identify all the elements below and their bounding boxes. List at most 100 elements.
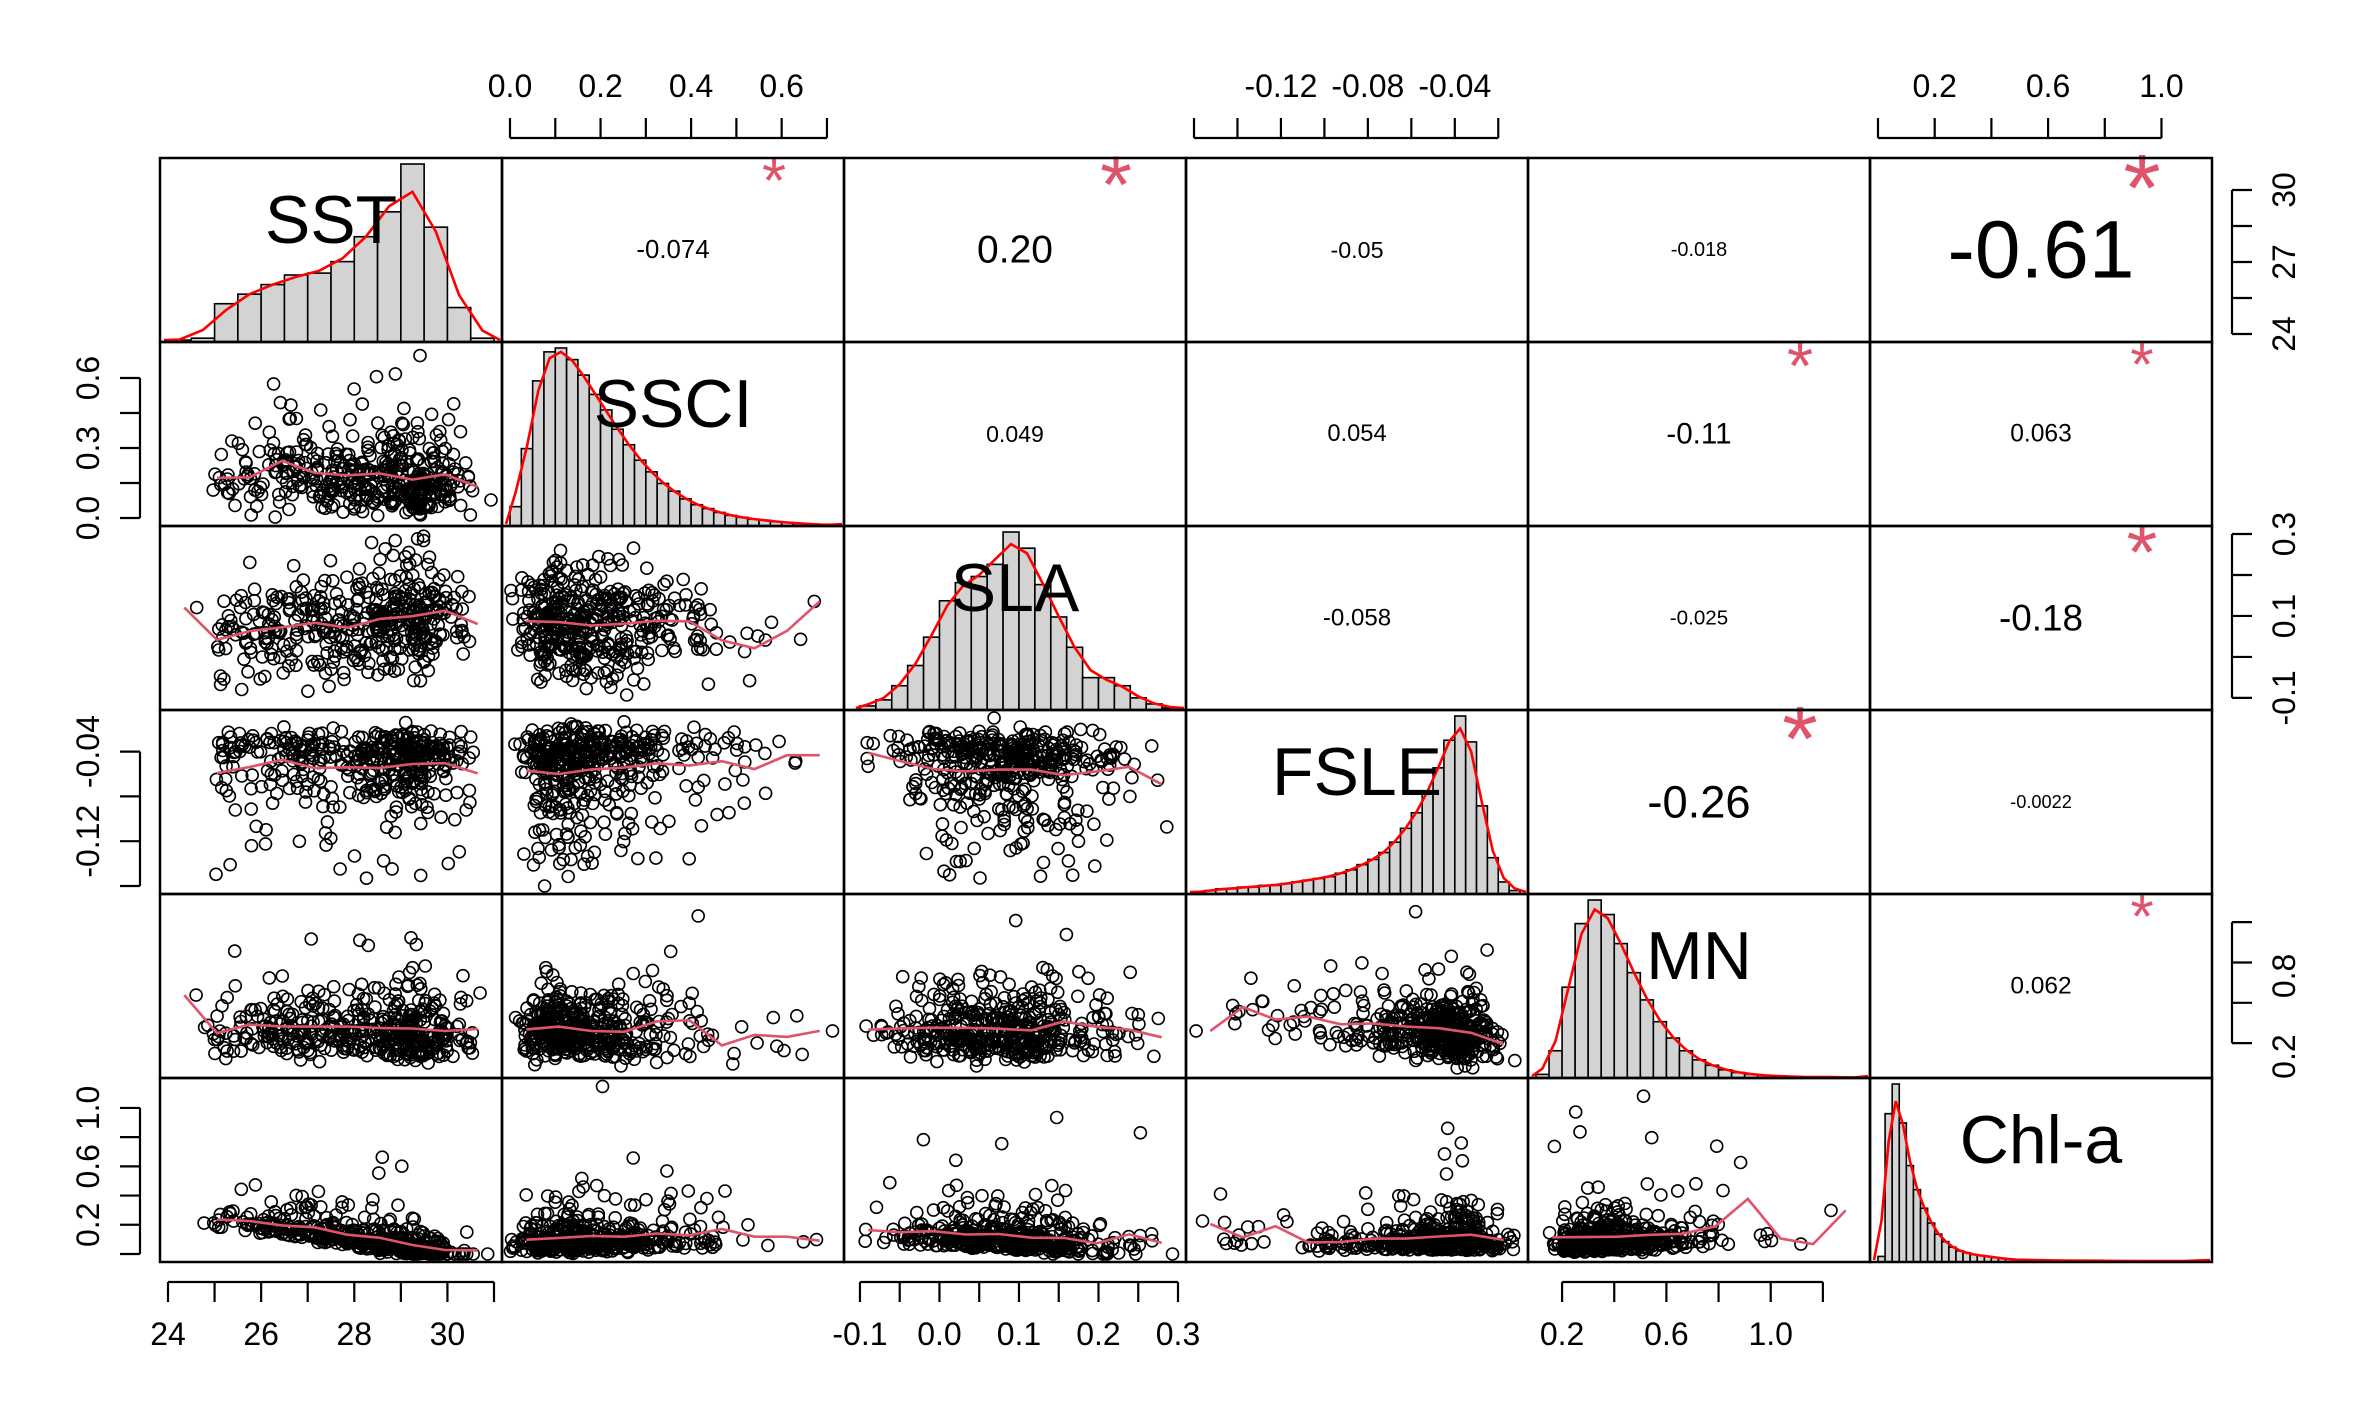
scatter-point-sst-ssci — [347, 382, 361, 396]
scatter-point-sst-ssci — [352, 488, 367, 503]
scatter-point-sst-ssci — [262, 425, 277, 440]
scatter-point-sla-fsle — [1125, 770, 1139, 785]
scatter-point-ssci-fsle — [710, 807, 724, 822]
scatter-point-sst-ssci — [248, 416, 262, 431]
scatter-point-sst-ssci — [424, 407, 439, 422]
scatter-point-sst-sla — [296, 573, 311, 587]
scatter-point-ssci-fsle — [517, 847, 531, 861]
scatter-point-ssci-sla — [619, 688, 634, 702]
scatter-point-ssci-fsle — [772, 734, 786, 749]
histogram-bar-mn — [1665, 1037, 1681, 1079]
scatter-point-sst-ssci — [361, 435, 375, 450]
scatter-point-sst-fsle — [463, 795, 477, 810]
scatter-point-sst-fsle — [434, 810, 448, 825]
scatter-point-sst-ssci — [432, 424, 447, 439]
scatter-point-sla-fsle — [861, 759, 875, 774]
scatter-point-sst-mn — [368, 1000, 382, 1014]
scatter-point-sla-fsle — [883, 728, 898, 743]
scatter-point-sla-fsle — [1033, 869, 1048, 884]
scatter-point-sst-ssci — [303, 440, 318, 455]
scatter-point-sst-ssci — [244, 508, 258, 522]
scatter-point-sst-ssci — [345, 429, 360, 443]
scatter-point-sla-mn — [976, 975, 990, 990]
scatter-point-sst-ssci — [458, 456, 473, 470]
scatter-point-sst-sla — [189, 600, 204, 615]
histogram-bar-chl-a — [1912, 1188, 1922, 1263]
scatter-point-sst-chl-a — [366, 1192, 380, 1207]
scatter-point-sst-ssci — [289, 411, 304, 426]
scatter-point-sla-mn — [914, 971, 929, 985]
scatter-point-sst-sla — [325, 573, 340, 588]
scatter-point-sst-sla — [408, 660, 423, 674]
scatter-point-ssci-sla — [701, 677, 716, 692]
histogram-bar-sst — [423, 226, 449, 343]
scatter-point-sst-sla — [450, 569, 465, 584]
histogram-bar-mn — [1678, 1049, 1694, 1079]
histogram-bar-fsle — [1377, 851, 1391, 895]
scatter-point-sst-ssci — [283, 411, 298, 426]
scatter-point-sst-sla — [364, 535, 379, 550]
scatter-point-sst-ssci — [272, 495, 287, 509]
histogram-bar-chl-a — [1919, 1207, 1929, 1263]
scatter-point-sla-mn — [1123, 965, 1137, 980]
scatter-point-sla-fsle — [1123, 789, 1137, 804]
scatter-point-ssci-mn — [645, 963, 660, 978]
scatter-point-ssci-fsle — [737, 796, 752, 811]
scatter-point-sst-fsle — [269, 786, 284, 801]
scatter-point-sst-ssci — [214, 447, 229, 462]
scatter-point-fsle-mn — [1408, 904, 1423, 919]
scatter-point-sst-ssci — [366, 496, 381, 511]
scatter-point-sst-ssci — [310, 454, 324, 468]
scatter-point-sst-chl-a — [480, 1247, 495, 1261]
scatter-point-sst-ssci — [392, 452, 407, 466]
scatter-point-sst-ssci — [395, 459, 410, 473]
scatter-point-sst-ssci — [322, 419, 336, 434]
scatter-point-sst-sla — [237, 652, 251, 667]
scatter-point-sst-mn — [304, 932, 319, 946]
scatter-point-ssci-sla — [764, 615, 779, 630]
scatter-point-sst-ssci — [384, 449, 399, 463]
scatter-point-ssci-sla — [694, 581, 709, 596]
scatter-point-fsle-mn — [1338, 983, 1353, 998]
scatter-point-sst-sla — [213, 669, 228, 683]
scatter-point-sla-mn — [891, 1006, 905, 1021]
scatter-point-sst-ssci — [427, 478, 441, 492]
scatter-point-ssci-fsle — [531, 841, 545, 856]
scatter-point-ssci-mn — [667, 1043, 681, 1058]
scatter-point-sst-ssci — [345, 463, 359, 478]
scatter-point-sst-sla — [255, 650, 270, 664]
scatter-point-sla-mn — [889, 999, 903, 1014]
scatter-point-ssci-chl-a — [761, 1238, 775, 1253]
scatter-point-ssci-chl-a — [519, 1188, 534, 1202]
scatter-point-sst-fsle — [320, 815, 335, 829]
scatter-point-ssci-chl-a — [741, 1218, 755, 1232]
scatter-point-sst-ssci — [228, 498, 242, 513]
scatter-point-sst-ssci — [394, 450, 409, 465]
histogram-bar-ssci — [622, 443, 636, 527]
scatter-point-ssci-fsle — [679, 779, 694, 793]
scatter-point-sst-mn — [262, 971, 277, 985]
scatter-point-sst-ssci — [411, 469, 425, 483]
histogram-bar-ssci — [667, 490, 681, 527]
scatter-point-ssci-fsle — [687, 720, 701, 735]
scatter-point-sst-ssci — [231, 436, 246, 451]
scatter-point-sst-sla — [386, 548, 401, 563]
scatter-point-sst-ssci — [381, 439, 396, 453]
scatter-point-ssci-chl-a — [597, 1188, 612, 1203]
scatter-point-sst-ssci — [328, 454, 342, 469]
scatter-point-ssci-chl-a — [595, 1079, 610, 1094]
scatter-point-ssci-fsle — [587, 845, 602, 860]
scatter-point-sst-ssci — [225, 434, 239, 448]
scatter-point-sst-ssci — [324, 500, 339, 514]
scatter-point-sst-fsle — [452, 844, 467, 859]
histogram-bar-mn — [1613, 942, 1629, 1079]
histogram-bar-fsle — [1269, 884, 1282, 895]
scatter-point-sst-ssci — [463, 508, 478, 522]
histogram-bar-ssci — [633, 459, 647, 527]
scatter-point-sst-sla — [352, 562, 367, 576]
scatter-point-sst-ssci — [253, 480, 268, 495]
scatter-point-sst-ssci — [435, 464, 449, 479]
scatter-point-sla-mn — [1100, 991, 1114, 1006]
scatter-point-sst-ssci — [278, 484, 293, 499]
scatter-point-fsle-mn — [1431, 962, 1446, 976]
